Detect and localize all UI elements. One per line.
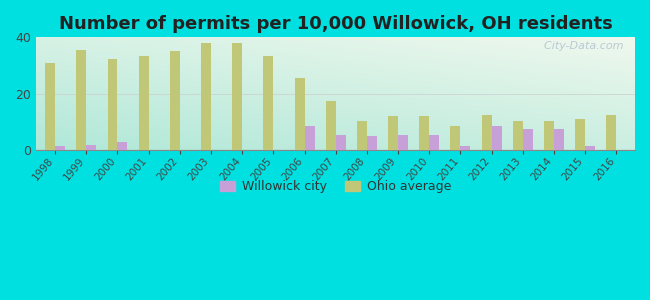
Bar — [326, 101, 335, 150]
Bar — [460, 146, 471, 150]
Bar — [554, 129, 564, 150]
Bar — [491, 126, 502, 150]
Bar — [263, 56, 274, 150]
Bar — [575, 119, 585, 150]
Bar — [107, 58, 118, 150]
Bar — [76, 50, 86, 150]
Bar — [305, 126, 315, 150]
Bar — [388, 116, 398, 150]
Title: Number of permits per 10,000 Willowick, OH residents: Number of permits per 10,000 Willowick, … — [59, 15, 612, 33]
Bar — [585, 146, 595, 150]
Bar — [138, 56, 149, 150]
Bar — [398, 135, 408, 150]
Bar — [606, 115, 616, 150]
Bar — [86, 145, 96, 150]
Bar — [544, 121, 554, 150]
Bar — [335, 135, 346, 150]
Bar — [523, 129, 533, 150]
Text: City-Data.com: City-Data.com — [536, 41, 623, 51]
Bar — [429, 135, 439, 150]
Bar — [118, 142, 127, 150]
Bar — [357, 121, 367, 150]
Legend: Willowick city, Ohio average: Willowick city, Ohio average — [215, 176, 456, 198]
Bar — [482, 115, 491, 150]
Bar — [513, 121, 523, 150]
Bar — [232, 43, 242, 150]
Bar — [170, 52, 180, 150]
Bar — [450, 126, 460, 150]
Bar — [201, 43, 211, 150]
Bar — [55, 146, 65, 150]
Bar — [294, 78, 305, 150]
Bar — [45, 63, 55, 150]
Bar — [419, 116, 429, 150]
Bar — [367, 136, 377, 150]
